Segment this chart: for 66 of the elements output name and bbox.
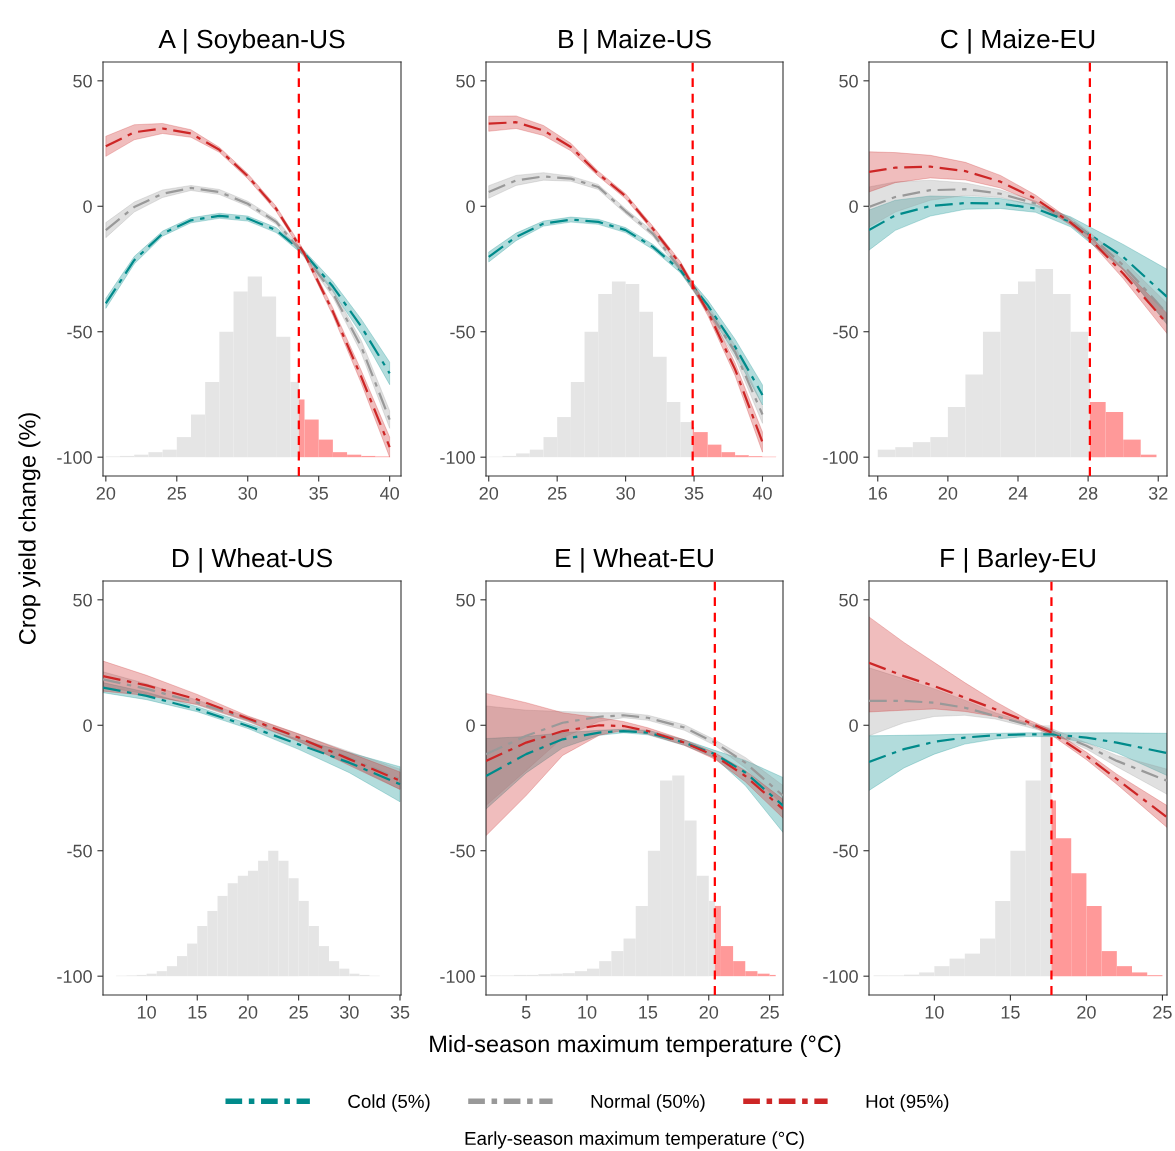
y-tick-label: 50 [456, 74, 475, 88]
x-tick-label: 25 [760, 1005, 779, 1019]
y-tick-label: -100 [823, 970, 858, 983]
chart-title: F | Barley-EU [941, 547, 1095, 573]
x-tick-label: 10 [925, 1005, 944, 1019]
y-tick-label: 50 [839, 593, 858, 607]
x-tick-label: 30 [616, 486, 635, 500]
x-tick-label: 35 [684, 486, 704, 500]
y-tick-label: -50 [833, 325, 858, 339]
x-tick-label: 35 [309, 486, 328, 500]
x-tick-label: 10 [578, 1005, 597, 1019]
y-tick-label: -50 [450, 325, 475, 339]
chart-title: B | Maize-US [559, 28, 711, 54]
x-tick-label: 20 [938, 486, 958, 500]
y-tick-label: -100 [823, 451, 858, 464]
legend-title: Early-season maximum temperature (°C) [465, 1131, 804, 1149]
y-tick-label: 50 [73, 593, 92, 607]
x-tick-label: 25 [548, 486, 567, 500]
y-tick-label: 0 [83, 719, 92, 732]
y-tick-label: 50 [839, 74, 858, 88]
y-tick-label: -50 [833, 844, 858, 858]
x-tick-label: 24 [1008, 486, 1028, 500]
x-tick-label: 20 [1077, 1005, 1096, 1019]
x-tick-label: 10 [137, 1005, 156, 1019]
x-tick-label: 5 [521, 1006, 531, 1019]
x-tick-label: 32 [1148, 486, 1168, 500]
chart-title: C | Maize-EU [941, 28, 1095, 54]
y-tick-label: 0 [849, 719, 858, 732]
x-tick-label: 30 [238, 486, 258, 500]
y-tick-label: -100 [440, 970, 475, 983]
y-tick-label: 0 [849, 200, 858, 213]
x-tick-label: 25 [1153, 1005, 1172, 1019]
x-tick-label: 25 [289, 1005, 308, 1019]
y-axis-title: Crop yield change (%) [18, 413, 41, 645]
x-tick-label: 30 [339, 1005, 359, 1019]
y-tick-label: -50 [67, 844, 92, 858]
x-tick-label: 20 [479, 486, 499, 500]
x-tick-label: 25 [167, 486, 187, 500]
x-tick-label: 40 [752, 486, 772, 500]
legend-label: Cold (5%) [348, 1094, 430, 1112]
x-tick-label: 20 [699, 1005, 719, 1019]
x-tick-label: 35 [390, 1005, 410, 1019]
chart-title: A | Soybean-US [158, 28, 345, 54]
chart-title: D | Wheat-US [173, 547, 332, 573]
y-tick-label: 0 [466, 719, 475, 732]
x-tick-label: 15 [188, 1006, 207, 1019]
x-tick-label: 28 [1078, 486, 1098, 500]
x-tick-label: 20 [96, 486, 116, 500]
x-tick-label: 40 [380, 486, 399, 500]
x-axis-title: Mid-season maximum temperature (°C) [430, 1034, 841, 1058]
x-tick-label: 15 [1001, 1006, 1020, 1019]
y-tick-label: 0 [83, 200, 92, 213]
legend-label: Normal (50%) [591, 1094, 705, 1112]
x-tick-label: 20 [238, 1005, 258, 1019]
chart-title: E | Wheat-EU [556, 547, 713, 573]
y-tick-label: 50 [73, 74, 92, 88]
y-tick-label: -100 [57, 451, 92, 464]
y-tick-label: -100 [440, 451, 475, 464]
y-tick-label: -50 [67, 325, 92, 339]
y-tick-label: -100 [57, 970, 92, 983]
y-tick-label: -50 [450, 844, 475, 858]
y-tick-label: 50 [456, 593, 475, 607]
x-tick-label: 15 [639, 1006, 658, 1019]
y-tick-label: 0 [466, 200, 475, 213]
x-tick-label: 16 [869, 486, 888, 500]
legend-label: Hot (95%) [866, 1094, 949, 1112]
